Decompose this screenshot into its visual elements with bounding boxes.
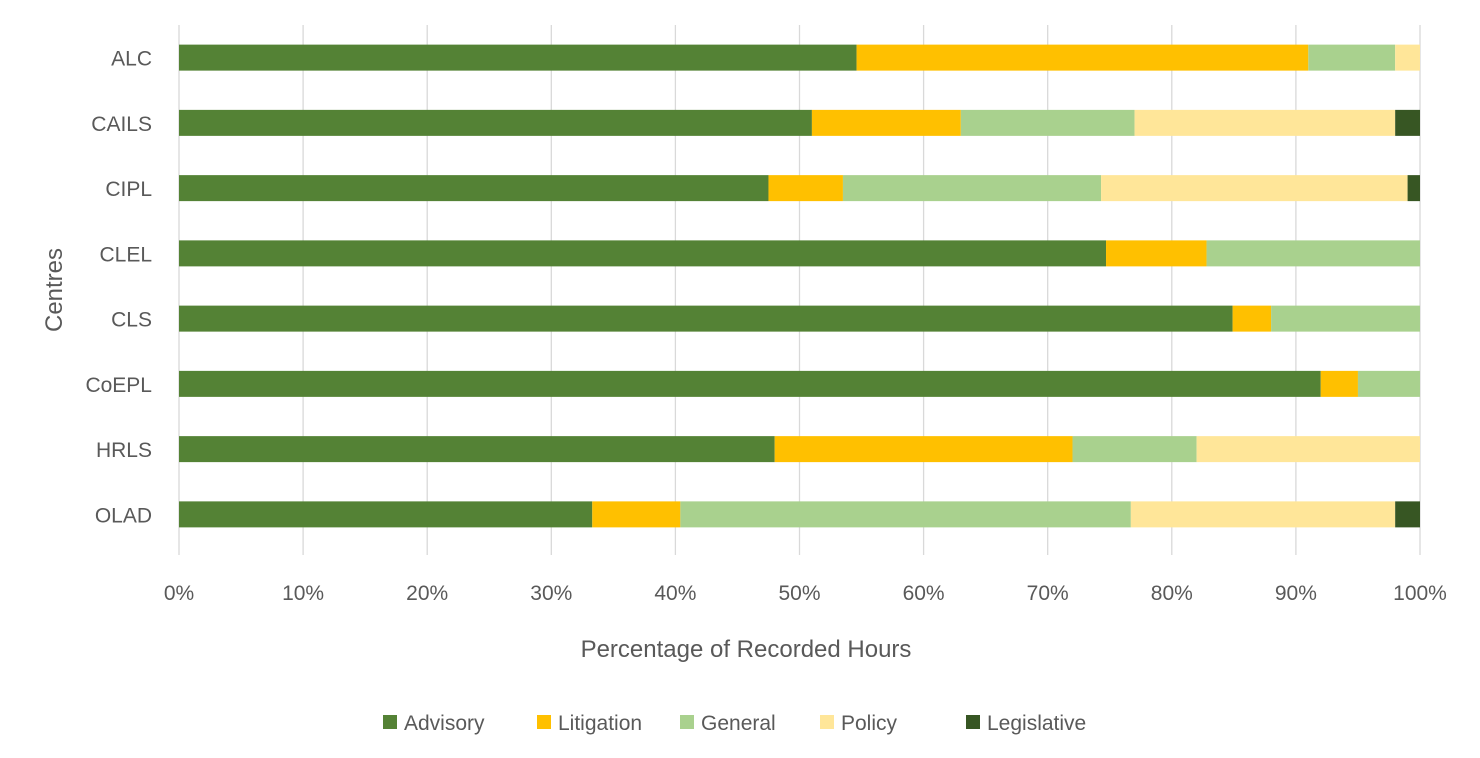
bar-segment-litigation-alc xyxy=(856,44,1309,71)
bar-segment-legislative-cipl xyxy=(1407,175,1420,202)
bar-segment-litigation-cails xyxy=(811,109,961,136)
legend-label: Litigation xyxy=(558,712,642,735)
legend-swatch xyxy=(537,715,551,729)
x-tick-label: 0% xyxy=(164,582,194,605)
bar-segment-advisory-coepl xyxy=(179,370,1321,397)
y-category-label: CAILS xyxy=(91,113,152,136)
bar-segment-general-hrls xyxy=(1072,436,1197,463)
y-axis-categories: ALC CAILS CIPL CLEL CLS CoEPL HRLS OLAD xyxy=(85,48,152,528)
bar-segment-policy-cipl xyxy=(1101,175,1408,202)
bar-segment-legislative-cails xyxy=(1395,109,1420,136)
bar-segment-litigation-cipl xyxy=(768,175,843,202)
y-category-label: CLEL xyxy=(99,243,152,266)
legend: Advisory Litigation General Policy Legislati… xyxy=(383,712,1086,735)
bar-segment-litigation-coepl xyxy=(1320,370,1358,397)
legend-swatch xyxy=(383,715,397,729)
legend-label: Advisory xyxy=(404,712,485,735)
bar-segment-advisory-alc xyxy=(179,44,857,71)
x-tick-label: 40% xyxy=(654,582,696,605)
y-category-label: CoEPL xyxy=(85,374,152,397)
bar-segment-policy-cails xyxy=(1134,109,1396,136)
bar-segment-litigation-olad xyxy=(592,501,681,528)
bar-segment-general-olad xyxy=(680,501,1131,528)
bar-segment-general-cls xyxy=(1271,305,1420,332)
legend-label: Legislative xyxy=(987,712,1086,735)
bar-segment-advisory-hrls xyxy=(179,436,775,463)
bar-segment-advisory-cipl xyxy=(179,175,769,202)
bar-segment-litigation-cls xyxy=(1232,305,1272,332)
x-tick-label: 70% xyxy=(1027,582,1069,605)
x-tick-label: 90% xyxy=(1275,582,1317,605)
legend-label: General xyxy=(701,712,776,735)
y-category-label: HRLS xyxy=(96,439,152,462)
bar-segment-litigation-clel xyxy=(1106,240,1207,267)
y-axis-label: Centres xyxy=(41,248,68,332)
bar-segment-general-cails xyxy=(960,109,1135,136)
x-tick-label: 80% xyxy=(1151,582,1193,605)
bar-segment-advisory-cails xyxy=(179,109,812,136)
x-tick-label: 50% xyxy=(778,582,820,605)
legend-swatch xyxy=(820,715,834,729)
bars xyxy=(179,44,1420,528)
x-axis-label: Percentage of Recorded Hours xyxy=(581,636,912,663)
x-tick-label: 60% xyxy=(903,582,945,605)
bar-segment-advisory-clel xyxy=(179,240,1107,267)
x-tick-label: 100% xyxy=(1393,582,1447,605)
x-tick-label: 10% xyxy=(282,582,324,605)
bar-segment-general-alc xyxy=(1308,44,1396,71)
bar-segment-general-cipl xyxy=(842,175,1102,202)
bar-segment-advisory-olad xyxy=(179,501,593,528)
gridlines xyxy=(178,25,1421,555)
bar-segment-litigation-hrls xyxy=(774,436,1073,463)
legend-swatch xyxy=(966,715,980,729)
legend-label: Policy xyxy=(841,712,898,735)
bar-segment-policy-olad xyxy=(1130,501,1396,528)
x-axis-ticks: 0% 10% 20% 30% 40% 50% 60% 70% 80% 90% 100% xyxy=(164,582,1447,605)
bar-segment-general-clel xyxy=(1206,240,1420,267)
bar-segment-general-coepl xyxy=(1357,370,1420,397)
bar-segment-advisory-cls xyxy=(179,305,1233,332)
bar-segment-legislative-olad xyxy=(1395,501,1420,528)
bar-segment-policy-hrls xyxy=(1196,436,1420,463)
y-category-label: ALC xyxy=(111,48,152,71)
y-category-label: CIPL xyxy=(105,178,152,201)
y-category-label: OLAD xyxy=(95,504,152,527)
y-category-label: CLS xyxy=(111,309,152,332)
x-tick-label: 20% xyxy=(406,582,448,605)
x-tick-label: 30% xyxy=(530,582,572,605)
legend-swatch xyxy=(680,715,694,729)
bar-segment-policy-alc xyxy=(1395,44,1420,71)
